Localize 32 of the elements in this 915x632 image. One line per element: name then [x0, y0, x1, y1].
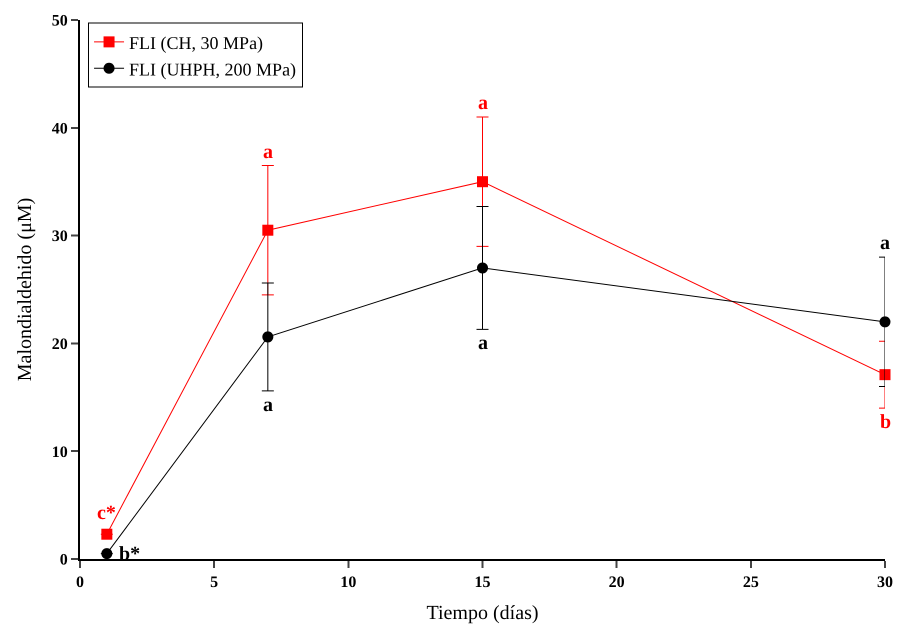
point: [262, 331, 274, 342]
legend-label: FLI (CH, 30 MPa): [129, 32, 264, 53]
y-tick-label: 20: [52, 336, 68, 353]
annotation: a: [478, 92, 488, 114]
point: [477, 262, 488, 274]
annotation: a: [263, 394, 273, 416]
point: [880, 369, 890, 380]
x-tick-label: 20: [608, 574, 625, 592]
annotation: a: [263, 141, 273, 163]
point: [880, 316, 890, 328]
x-tick-label: 15: [474, 574, 490, 592]
x-tick-label: 10: [340, 574, 356, 592]
point: [101, 548, 112, 560]
annotation: b: [880, 411, 892, 433]
y-tick-label: 30: [52, 228, 68, 246]
x-tick-label: 30: [877, 574, 893, 592]
point: [477, 176, 488, 188]
y-tick-label: 0: [60, 552, 68, 569]
legend-label: FLI (UHPH, 200 MPa): [129, 59, 296, 80]
annotation: c*: [97, 502, 116, 524]
point: [262, 224, 274, 236]
x-tick-label: 0: [76, 574, 84, 592]
x-tick-label: 5: [210, 574, 218, 592]
y-axis-title: Malondialdehido (μM): [14, 198, 36, 382]
y-tick-label: 40: [52, 120, 68, 138]
x-tick-label: 25: [742, 574, 759, 592]
annotation: a: [478, 332, 488, 354]
y-tick-label: 10: [52, 444, 68, 461]
y-tick-label: 50: [52, 12, 68, 30]
point: [101, 528, 112, 540]
annotation: a: [880, 232, 890, 254]
x-axis-title: Tiempo (días): [426, 602, 539, 624]
